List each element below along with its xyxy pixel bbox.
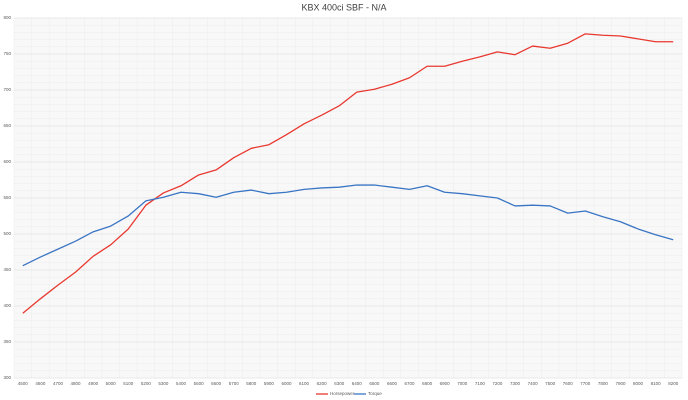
- x-tick-label: 7100: [475, 381, 486, 386]
- y-tick-label: 300: [3, 375, 11, 380]
- y-tick-label: 400: [3, 303, 11, 308]
- x-tick-label: 6800: [422, 381, 433, 386]
- x-tick-label: 5300: [158, 381, 169, 386]
- x-tick-label: 8100: [651, 381, 662, 386]
- x-tick-label: 6600: [387, 381, 398, 386]
- x-tick-label: 5800: [246, 381, 257, 386]
- x-tick-label: 5100: [123, 381, 134, 386]
- x-tick-label: 6300: [334, 381, 345, 386]
- x-tick-label: 7800: [598, 381, 609, 386]
- x-tick-label: 7300: [510, 381, 521, 386]
- x-tick-label: 7000: [457, 381, 468, 386]
- x-tick-label: 6200: [317, 381, 328, 386]
- y-tick-label: 450: [3, 267, 11, 272]
- x-tick-label: 6500: [369, 381, 380, 386]
- legend-label: Horsepower: [330, 391, 355, 396]
- x-tick-label: 7900: [615, 381, 626, 386]
- y-tick-label: 800: [3, 15, 11, 20]
- x-tick-label: 4700: [53, 381, 64, 386]
- x-tick-label: 5900: [264, 381, 275, 386]
- x-tick-label: 7200: [492, 381, 503, 386]
- x-tick-label: 6400: [352, 381, 363, 386]
- x-tick-label: 5500: [194, 381, 205, 386]
- x-tick-label: 7700: [580, 381, 591, 386]
- x-tick-label: 5000: [106, 381, 117, 386]
- x-tick-label: 5700: [229, 381, 240, 386]
- x-tick-label: 6100: [299, 381, 310, 386]
- chart-title: KBX 400ci SBF - N/A: [301, 2, 386, 12]
- x-tick-label: 4900: [88, 381, 99, 386]
- x-tick-label: 4800: [71, 381, 82, 386]
- x-tick-label: 6700: [405, 381, 416, 386]
- x-tick-label: 5400: [176, 381, 187, 386]
- x-tick-label: 6900: [440, 381, 451, 386]
- x-tick-label: 4600: [35, 381, 46, 386]
- y-tick-label: 700: [3, 87, 11, 92]
- x-tick-label: 7400: [528, 381, 539, 386]
- x-tick-label: 8200: [668, 381, 679, 386]
- x-tick-label: 5600: [211, 381, 222, 386]
- x-tick-label: 4500: [18, 381, 29, 386]
- series-line: [22, 33, 674, 314]
- x-tick-label: 6000: [281, 381, 292, 386]
- x-tick-label: 5200: [141, 381, 152, 386]
- x-tick-label: 7500: [545, 381, 556, 386]
- x-tick-label: 8000: [633, 381, 644, 386]
- y-tick-label: 600: [3, 159, 11, 164]
- y-tick-label: 750: [3, 51, 11, 56]
- y-tick-label: 650: [3, 123, 11, 128]
- y-tick-label: 550: [3, 195, 11, 200]
- series-line: [22, 184, 674, 267]
- legend-label: Torque: [368, 391, 382, 396]
- y-tick-label: 350: [3, 339, 11, 344]
- y-tick-label: 500: [3, 231, 11, 236]
- x-tick-label: 7600: [563, 381, 574, 386]
